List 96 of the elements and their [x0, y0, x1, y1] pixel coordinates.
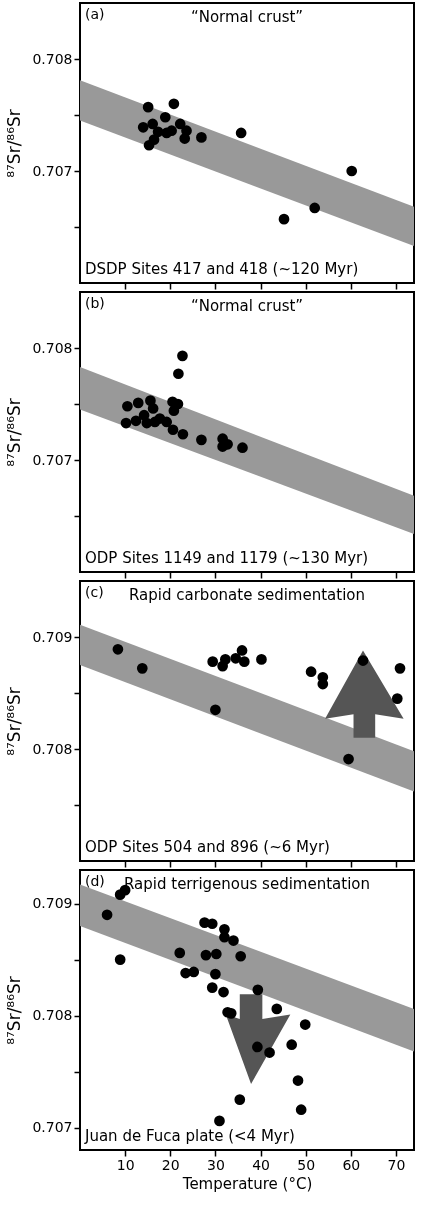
point [174, 947, 186, 959]
annotation: “Normal crust” [190, 297, 304, 315]
point [142, 101, 154, 113]
point [141, 417, 153, 429]
x-tick-label: 40 [252, 1156, 270, 1173]
y-tick-label: 0.707 [32, 1119, 73, 1136]
point [122, 400, 133, 412]
point [168, 405, 180, 417]
y-axis-title: ⁸⁷Sr/⁸⁶Sr [4, 687, 25, 756]
annotation: “Normal crust” [190, 8, 304, 26]
point [234, 1094, 246, 1105]
point [159, 111, 171, 123]
point [271, 1003, 283, 1015]
point [278, 213, 290, 225]
point [236, 645, 248, 656]
point [252, 984, 264, 996]
point [101, 909, 113, 921]
y-tick-label: 0.708 [32, 1007, 73, 1024]
point [299, 1019, 311, 1030]
point [152, 126, 164, 138]
point [196, 132, 207, 143]
annotation: (a) [85, 6, 105, 22]
point [173, 368, 184, 380]
point [188, 966, 200, 978]
annotation: Rapid carbonate sedimentation [128, 586, 366, 604]
y-axis-title: ⁸⁷Sr/⁸⁶Sr [4, 976, 25, 1045]
point [200, 949, 212, 961]
point [114, 954, 126, 965]
point [130, 415, 142, 427]
annotation: (c) [85, 584, 104, 600]
point [214, 1115, 225, 1127]
point [391, 693, 403, 704]
point [112, 643, 124, 655]
y-tick-label: 0.708 [32, 339, 73, 356]
y-tick-label: 0.709 [32, 628, 73, 645]
point [177, 428, 189, 440]
point [168, 98, 180, 110]
point [210, 968, 221, 980]
point [228, 935, 239, 946]
point [394, 663, 406, 674]
point [264, 1047, 275, 1058]
point [166, 125, 177, 137]
point [132, 397, 144, 409]
x-axis-title: Temperature (°C) [181, 1174, 313, 1193]
point [161, 416, 173, 428]
annotation: DSDP Sites 417 and 418 (~120 Myr) [85, 260, 359, 278]
point [174, 118, 186, 130]
point [292, 1075, 304, 1086]
x-tick-label: 30 [206, 1156, 225, 1173]
y-tick-label: 0.709 [32, 895, 73, 912]
annotation: ODP Sites 504 and 896 (~6 Myr) [85, 838, 330, 856]
y-tick-label: 0.707 [32, 162, 73, 179]
x-tick-label: 10 [116, 1156, 135, 1173]
y-tick-label: 0.707 [32, 451, 73, 468]
x-tick-label: 60 [342, 1156, 361, 1173]
point [309, 202, 321, 214]
annotation: (b) [85, 295, 105, 311]
x-tick-label: 50 [297, 1156, 316, 1173]
point [286, 1039, 298, 1051]
point [196, 434, 207, 446]
point [235, 950, 247, 962]
annotation: Juan de Fuca plate (<4 Myr) [84, 1127, 295, 1145]
point [252, 1041, 263, 1053]
point [179, 133, 191, 144]
point [218, 986, 229, 998]
point [136, 663, 148, 674]
y-axis-title: ⁸⁷Sr/⁸⁶Sr [4, 398, 25, 467]
point [230, 652, 242, 664]
point [219, 654, 231, 665]
point [167, 424, 179, 436]
point [210, 704, 221, 716]
point [206, 982, 218, 993]
x-tick-label: 20 [161, 1156, 180, 1173]
point [357, 655, 369, 666]
point [120, 417, 132, 429]
point [237, 442, 248, 454]
annotation: Rapid terrigenous sedimentation [123, 875, 371, 893]
point [346, 165, 358, 177]
point [147, 403, 159, 414]
annotation: ODP Sites 1149 and 1179 (~130 Myr) [85, 549, 369, 567]
point [147, 118, 159, 130]
point [295, 1104, 307, 1116]
point [210, 948, 222, 960]
point [305, 666, 317, 678]
y-tick-label: 0.708 [32, 740, 73, 757]
annotation: (d) [85, 873, 105, 889]
point [137, 121, 149, 133]
point [343, 753, 354, 765]
y-axis-title: ⁸⁷Sr/⁸⁶Sr [4, 109, 25, 178]
point [256, 654, 267, 665]
point [238, 656, 250, 667]
y-tick-label: 0.708 [32, 50, 73, 67]
point [235, 127, 247, 139]
point [177, 350, 188, 362]
point [207, 656, 219, 667]
x-tick-label: 70 [387, 1156, 406, 1173]
